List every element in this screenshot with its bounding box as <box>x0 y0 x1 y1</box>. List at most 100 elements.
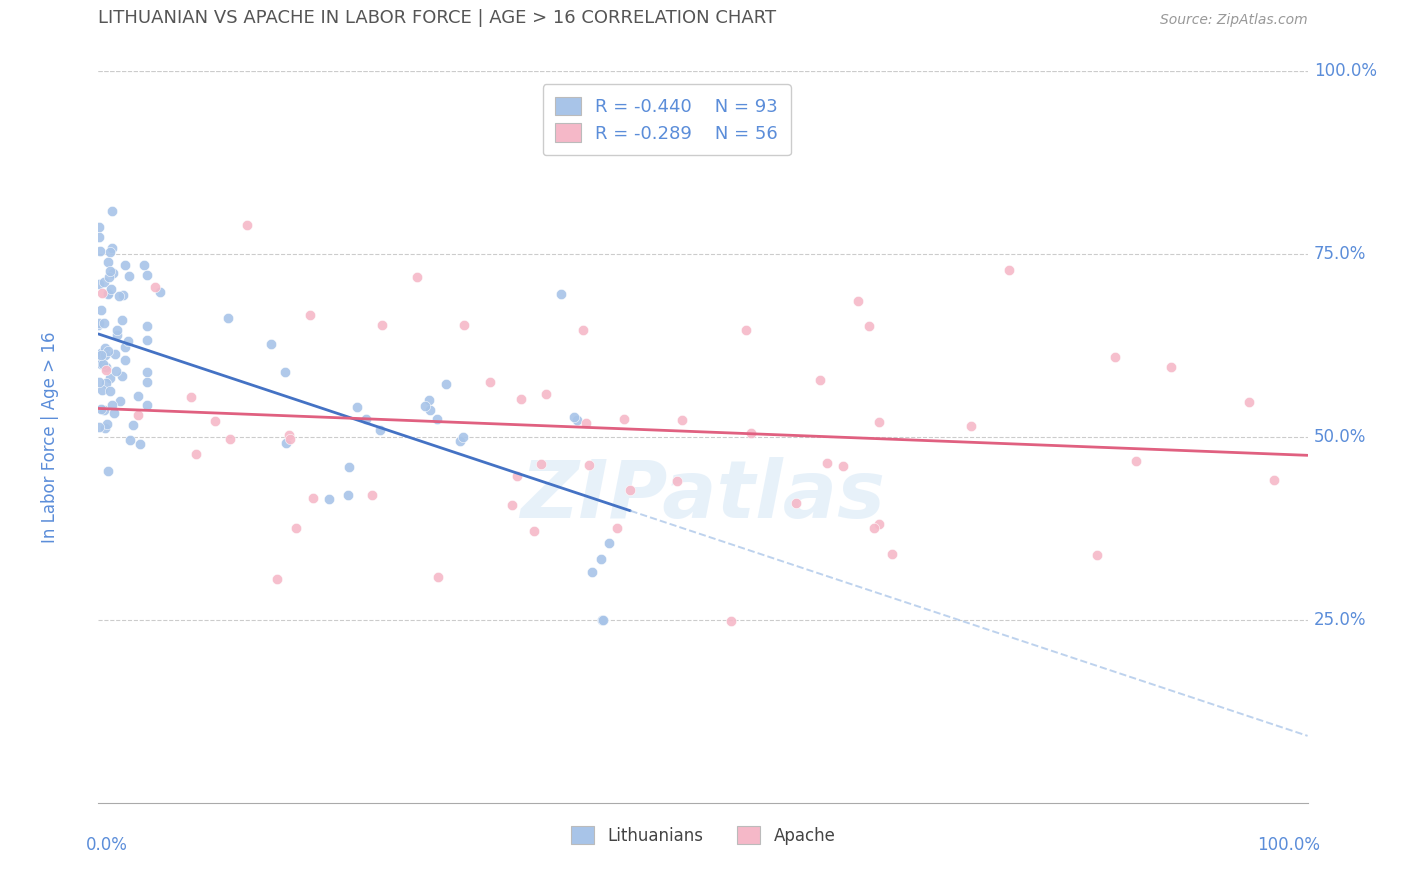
Point <box>278 427 301 442</box>
Point <box>90 402 112 417</box>
Point <box>337 459 360 474</box>
Point <box>1239 394 1261 409</box>
Point <box>346 401 368 415</box>
Point <box>501 498 523 512</box>
Point <box>720 615 742 629</box>
Point <box>180 390 202 404</box>
Text: ZIPatlas: ZIPatlas <box>520 457 886 534</box>
Point <box>506 468 529 483</box>
Point <box>94 421 117 435</box>
Point <box>204 414 226 428</box>
Point <box>665 474 688 488</box>
Point <box>127 409 149 423</box>
Point <box>94 363 117 377</box>
Text: 0.0%: 0.0% <box>86 836 128 854</box>
Point <box>90 357 112 371</box>
Point <box>434 377 457 392</box>
Point <box>132 258 155 272</box>
Point <box>298 308 321 322</box>
Point <box>413 399 436 413</box>
Point <box>449 434 471 449</box>
Point <box>89 244 111 259</box>
Point <box>808 373 831 387</box>
Point <box>97 464 120 478</box>
Point <box>96 417 118 431</box>
Point <box>406 269 429 284</box>
Point <box>418 392 440 407</box>
Point <box>135 375 157 389</box>
Point <box>111 313 134 327</box>
Text: In Labor Force | Age > 16: In Labor Force | Age > 16 <box>41 331 59 543</box>
Point <box>591 613 613 627</box>
Point <box>114 340 136 354</box>
Point <box>266 572 288 586</box>
Point <box>93 403 115 417</box>
Point <box>1085 549 1108 563</box>
Point <box>149 285 172 299</box>
Point <box>453 318 475 333</box>
Point <box>89 376 111 390</box>
Text: 100.0%: 100.0% <box>1257 836 1320 854</box>
Point <box>509 392 531 406</box>
Point <box>562 409 585 424</box>
Point <box>98 244 121 259</box>
Point <box>606 521 628 535</box>
Point <box>90 286 112 301</box>
Point <box>87 318 110 332</box>
Point <box>868 415 890 429</box>
Text: 100.0%: 100.0% <box>1313 62 1376 80</box>
Point <box>451 430 474 444</box>
Point <box>118 434 141 448</box>
Point <box>479 375 502 389</box>
Point <box>1125 454 1147 468</box>
Point <box>235 218 257 232</box>
Point <box>101 203 124 218</box>
Point <box>1160 359 1182 374</box>
Point <box>135 268 157 282</box>
Point <box>100 282 122 296</box>
Point <box>98 264 121 278</box>
Point <box>105 323 128 337</box>
Point <box>598 536 620 550</box>
Text: 50.0%: 50.0% <box>1313 428 1367 446</box>
Point <box>97 343 120 358</box>
Point <box>671 412 693 426</box>
Point <box>104 347 127 361</box>
Point <box>91 358 114 372</box>
Point <box>118 268 141 283</box>
Point <box>103 407 125 421</box>
Point <box>880 547 903 561</box>
Point <box>419 403 441 417</box>
Text: 75.0%: 75.0% <box>1313 245 1367 263</box>
Point <box>846 294 869 309</box>
Point <box>815 456 838 470</box>
Point <box>117 334 139 348</box>
Point <box>122 417 145 432</box>
Point <box>94 360 117 375</box>
Point <box>101 266 124 280</box>
Point <box>89 220 111 235</box>
Point <box>589 552 612 566</box>
Point <box>111 369 134 384</box>
Point <box>87 420 110 434</box>
Point <box>276 435 298 450</box>
Point <box>98 384 121 399</box>
Point <box>368 423 391 437</box>
Point <box>93 275 115 289</box>
Point <box>284 521 307 535</box>
Point <box>114 352 136 367</box>
Point <box>337 488 360 502</box>
Point <box>575 416 598 430</box>
Point <box>94 349 117 363</box>
Point <box>129 437 152 451</box>
Point <box>735 323 758 337</box>
Legend: Lithuanians, Apache: Lithuanians, Apache <box>562 818 844 853</box>
Point <box>523 524 546 538</box>
Point <box>530 458 553 472</box>
Point <box>90 347 112 361</box>
Point <box>105 328 128 343</box>
Point <box>581 565 603 579</box>
Point <box>371 318 394 332</box>
Point <box>280 432 302 446</box>
Point <box>135 398 157 412</box>
